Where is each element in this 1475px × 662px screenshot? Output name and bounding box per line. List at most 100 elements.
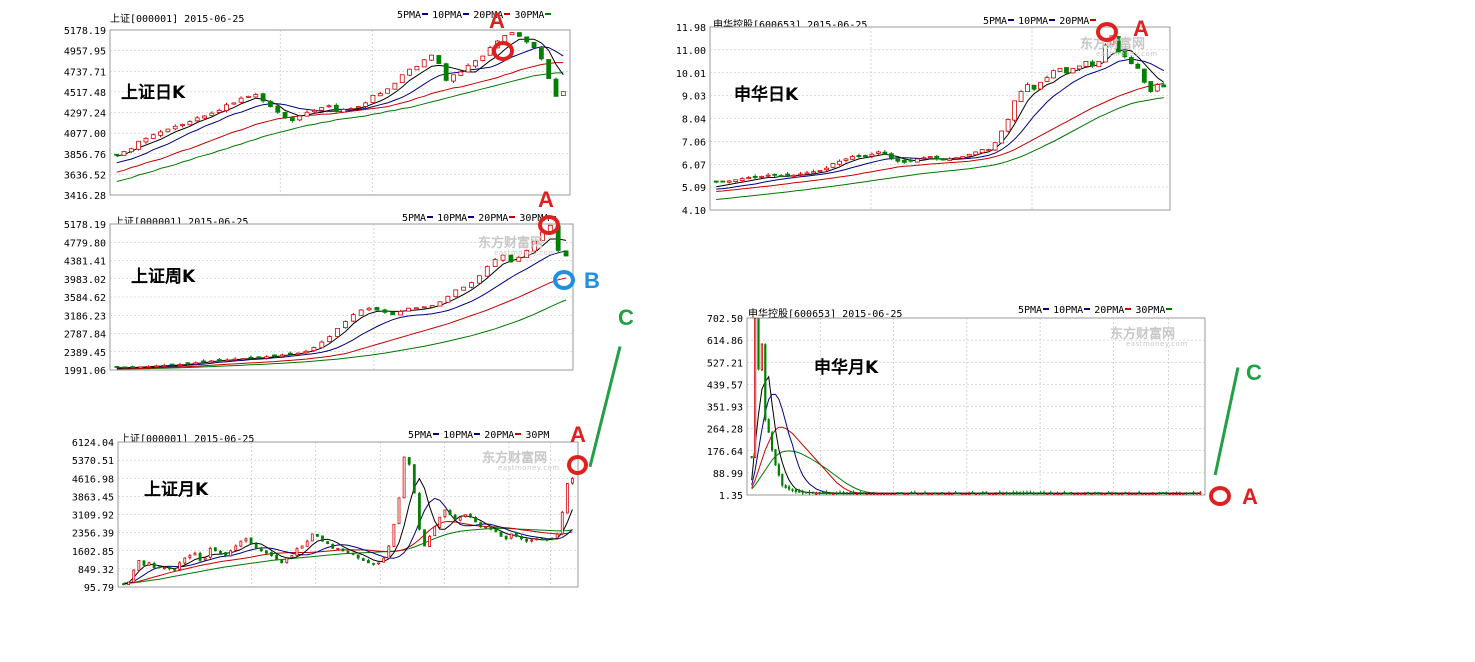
candle-body (900, 492, 903, 494)
series-ma30 (716, 97, 1164, 200)
candle-body (843, 158, 849, 161)
candle-body (1063, 492, 1066, 494)
candle-body (256, 356, 262, 359)
candle-body (1148, 81, 1154, 92)
candle-body (239, 540, 243, 547)
y-tick-label: 527.21 (707, 358, 743, 369)
candle-body (1199, 492, 1202, 495)
candle-body (122, 583, 125, 586)
legend-ma5: 5PMA (408, 430, 433, 441)
y-tick-label: 5370.51 (72, 456, 114, 467)
candle-body (1039, 492, 1042, 495)
candle-body (961, 493, 964, 496)
candle-body (136, 140, 142, 150)
candle-body (842, 492, 845, 494)
candle-body (927, 156, 933, 159)
candle-body (1121, 493, 1124, 496)
candle-body (532, 240, 537, 252)
candle-body (1168, 493, 1171, 496)
series-ma10 (123, 497, 573, 585)
candle-body (1056, 493, 1059, 496)
candle-body (398, 311, 403, 316)
candle-body (563, 250, 569, 257)
candle-body (960, 156, 966, 159)
candle-body (469, 513, 472, 518)
y-tick-label: 3983.02 (64, 275, 106, 286)
candle-body (232, 358, 238, 361)
candle-body (216, 109, 222, 113)
candle-body (998, 492, 1001, 494)
candle-body (264, 550, 268, 554)
y-tick-label: 702.50 (707, 314, 743, 325)
y-tick-label: 6.07 (682, 160, 706, 171)
candle-body (453, 514, 457, 520)
candle-body (285, 557, 289, 564)
annotation-ring-a-shmonth (1209, 486, 1231, 506)
sz-daily-chart-svg: 5178.19 4957.95 4737.71 4517.48 4297.24 4077.… (64, 26, 571, 202)
candle-body (535, 538, 539, 541)
candle-body (244, 538, 248, 542)
candle-body (253, 94, 259, 98)
candle-body (772, 173, 778, 176)
candle-body (876, 493, 879, 496)
candle-body (146, 365, 151, 368)
candle-body (310, 533, 314, 542)
legend-ma30: 30PMA (1135, 305, 1166, 316)
chart-big-label: 上证周K (131, 267, 196, 287)
y-tick-label: 3856.76 (64, 150, 106, 161)
annotation-ring-a-szday (492, 41, 514, 61)
candle-body (508, 254, 514, 263)
candle-body (821, 491, 825, 494)
candle-body (565, 483, 569, 514)
candle-body (264, 356, 270, 359)
candle-body (489, 526, 493, 530)
candle-body (397, 497, 401, 525)
candle-body (355, 106, 361, 109)
candle-body (377, 93, 383, 97)
candle-body (295, 352, 301, 355)
candle-body (760, 343, 763, 371)
candle-body (739, 178, 745, 181)
candle-body (720, 180, 726, 183)
candle-body (889, 493, 893, 495)
candle-body (774, 449, 777, 466)
candle-body (209, 112, 215, 117)
candle-body (443, 509, 447, 518)
candle-body (538, 47, 544, 60)
candle-body (282, 112, 288, 119)
candle-body (1182, 493, 1185, 496)
candle-body (169, 363, 175, 366)
candle-body (158, 131, 163, 136)
candle-body (937, 493, 940, 496)
chart-header: 上证[000001] 2015-06-25 (110, 14, 245, 25)
sz-weekly-kline-panel: 上证[000001] 2015-06-25 5PMA 10PMA 20PMA 30PM… (0, 205, 600, 380)
candle-body (968, 493, 971, 495)
legend-ma20: 20PMA (1059, 16, 1090, 27)
y-tick-label: 2787.84 (64, 330, 106, 341)
candle-body (1178, 493, 1182, 495)
candle-body (183, 557, 187, 564)
candle-body (377, 562, 381, 565)
candle-body (973, 151, 979, 156)
candle-body (421, 306, 427, 309)
candle-body (920, 493, 923, 496)
y-tick-label: 5178.19 (64, 220, 106, 231)
candle-body (463, 514, 467, 517)
candle-body (246, 95, 251, 98)
candle-body (787, 486, 791, 490)
candle-body (951, 493, 954, 496)
candle-body (1038, 81, 1043, 90)
candle-body (818, 492, 821, 494)
candle-body (863, 155, 868, 157)
y-tick-label: 4779.80 (64, 238, 106, 249)
candle-body (203, 557, 207, 561)
candle-body (1134, 493, 1137, 496)
candle-body (940, 492, 944, 494)
candle-body (883, 493, 886, 496)
candle-body (1154, 84, 1160, 92)
candle-body (1155, 493, 1158, 496)
y-tick-label: 4297.24 (64, 109, 106, 120)
candle-body (201, 360, 207, 363)
candle-body (1122, 51, 1128, 58)
candle-body (173, 568, 176, 571)
